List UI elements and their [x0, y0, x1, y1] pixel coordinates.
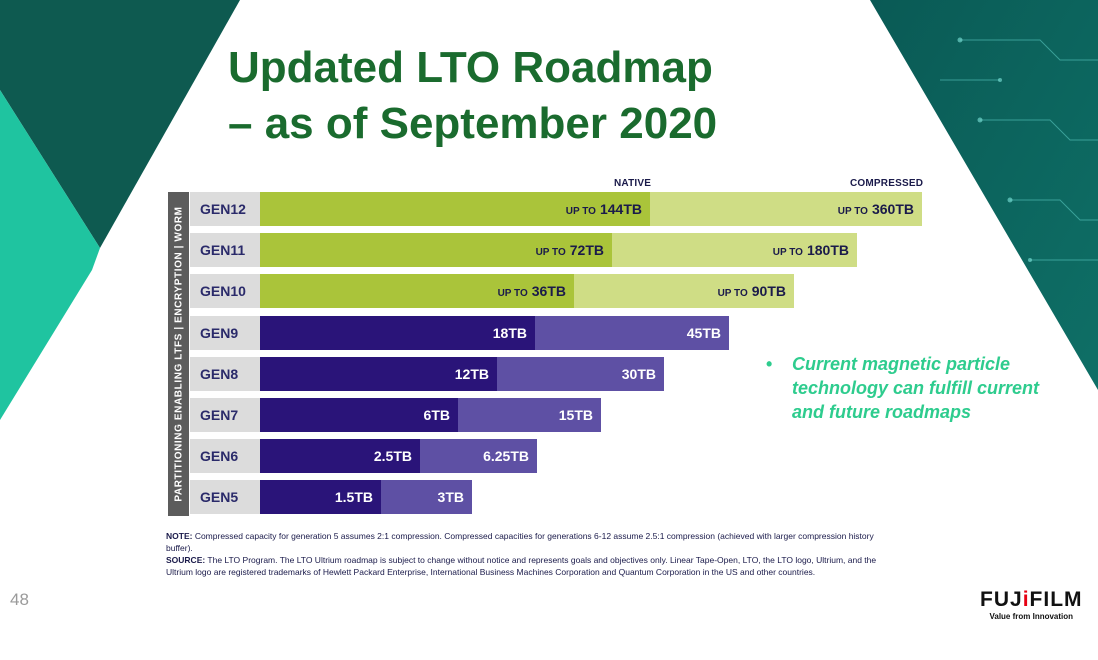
gen-label: GEN11	[190, 233, 260, 268]
native-value-label: 144TB	[599, 201, 642, 217]
native-value-label: 1.5TB	[334, 489, 373, 506]
title-line-1: Updated LTO Roadmap	[228, 43, 713, 92]
chart-row-gen11: GEN11 UP TO 72TB UP TO 180TB	[190, 233, 857, 268]
native-bar: UP TO 72TB	[260, 233, 612, 268]
slide-title: Updated LTO Roadmap – as of September 20…	[228, 40, 717, 152]
compressed-bar: 6.25TB	[420, 439, 537, 474]
compressed-header: COMPRESSED	[850, 178, 924, 189]
compressed-bar: UP TO 360TB	[650, 192, 922, 226]
up-to-prefix: UP TO	[535, 247, 566, 259]
compressed-value-label: 360TB	[871, 201, 914, 217]
logo-wordmark: FUJiFILM	[980, 588, 1083, 611]
compressed-bar: 15TB	[458, 398, 601, 432]
compressed-value-label: 30TB	[621, 365, 656, 382]
chart-row-gen8: GEN8 12TB 30TB	[190, 356, 664, 391]
compressed-bar: 30TB	[497, 356, 664, 391]
page-number: 48	[10, 590, 29, 609]
native-value-label: 6TB	[423, 407, 450, 423]
compressed-bar: 3TB	[381, 480, 472, 515]
chart-row-gen12: GEN12 UP TO 144TB UP TO 360TB	[190, 192, 922, 226]
native-value-label: 12TB	[454, 365, 489, 382]
native-bar: UP TO 36TB	[260, 274, 574, 309]
compressed-value-label: 90TB	[751, 283, 786, 300]
logo-tagline: Value from Innovation	[989, 612, 1074, 621]
source-text: The LTO Program. The LTO Ultrium roadmap…	[166, 555, 877, 577]
compressed-bar: UP TO 90TB	[574, 274, 794, 309]
bullet-point: • Current magnetic particle technology c…	[766, 352, 1056, 424]
native-value-label: 18TB	[492, 324, 527, 341]
native-bar: 12TB	[260, 356, 497, 391]
chart-row-gen6: GEN6 2.5TB 6.25TB	[190, 439, 537, 474]
title-line-2: – as of September 2020	[228, 99, 718, 148]
compressed-bar: UP TO 180TB	[612, 233, 857, 268]
note-paragraph: NOTE: Compressed capacity for generation…	[166, 531, 896, 554]
note-text: Compressed capacity for generation 5 ass…	[166, 531, 874, 553]
native-bar: 2.5TB	[260, 439, 420, 474]
gen-label: GEN6	[190, 439, 260, 474]
native-bar: 18TB	[260, 315, 535, 350]
gen-label: GEN12	[190, 192, 260, 226]
gen-label: GEN5	[190, 480, 260, 515]
native-header: NATIVE	[614, 178, 652, 189]
fujifilm-logo: FUJiFILM Value from Innovation	[980, 588, 1083, 622]
native-value-label: 72TB	[569, 242, 604, 259]
native-value-label: 36TB	[531, 283, 566, 300]
up-to-prefix: UP TO	[565, 206, 596, 217]
chart-row-gen10: GEN10 UP TO 36TB UP TO 90TB	[190, 274, 794, 309]
gen-label: GEN9	[190, 315, 260, 350]
note-label: NOTE:	[166, 531, 193, 541]
gen-label: GEN7	[190, 398, 260, 432]
chart-row-gen5: GEN5 1.5TB 3TB	[190, 480, 472, 515]
compressed-value-label: 45TB	[686, 324, 721, 341]
up-to-prefix: UP TO	[837, 206, 868, 217]
gen-label: GEN10	[190, 274, 260, 309]
gen-label: GEN8	[190, 356, 260, 391]
compressed-value-label: 180TB	[806, 242, 849, 259]
lto-roadmap-chart: NATIVE COMPRESSED PARTITIONING ENABLING …	[162, 174, 942, 519]
compressed-value-label: 3TB	[437, 489, 464, 506]
compressed-bar: 45TB	[535, 315, 729, 350]
compressed-value-label: 6.25TB	[483, 448, 529, 465]
native-bar: 1.5TB	[260, 480, 381, 515]
native-bar: UP TO 144TB	[260, 192, 650, 226]
chart-row-gen9: GEN9 18TB 45TB	[190, 315, 729, 350]
source-label: SOURCE:	[166, 555, 206, 565]
chart-row-gen7: GEN7 6TB 15TB	[190, 398, 601, 432]
compressed-value-label: 15TB	[558, 407, 593, 423]
native-value-label: 2.5TB	[373, 448, 412, 465]
feature-side-band: PARTITIONING ENABLING LTFS | ENCRYPTION …	[168, 192, 189, 516]
up-to-prefix: UP TO	[772, 247, 803, 259]
feature-side-label: PARTITIONING ENABLING LTFS | ENCRYPTION …	[173, 206, 184, 502]
native-bar: 6TB	[260, 398, 458, 432]
up-to-prefix: UP TO	[497, 288, 528, 300]
footnotes: NOTE: Compressed capacity for generation…	[166, 531, 896, 579]
source-paragraph: SOURCE: The LTO Program. The LTO Ultrium…	[166, 555, 896, 578]
bullet-text: Current magnetic particle technology can…	[792, 354, 1040, 422]
bullet-marker: •	[766, 354, 773, 374]
up-to-prefix: UP TO	[717, 288, 748, 300]
